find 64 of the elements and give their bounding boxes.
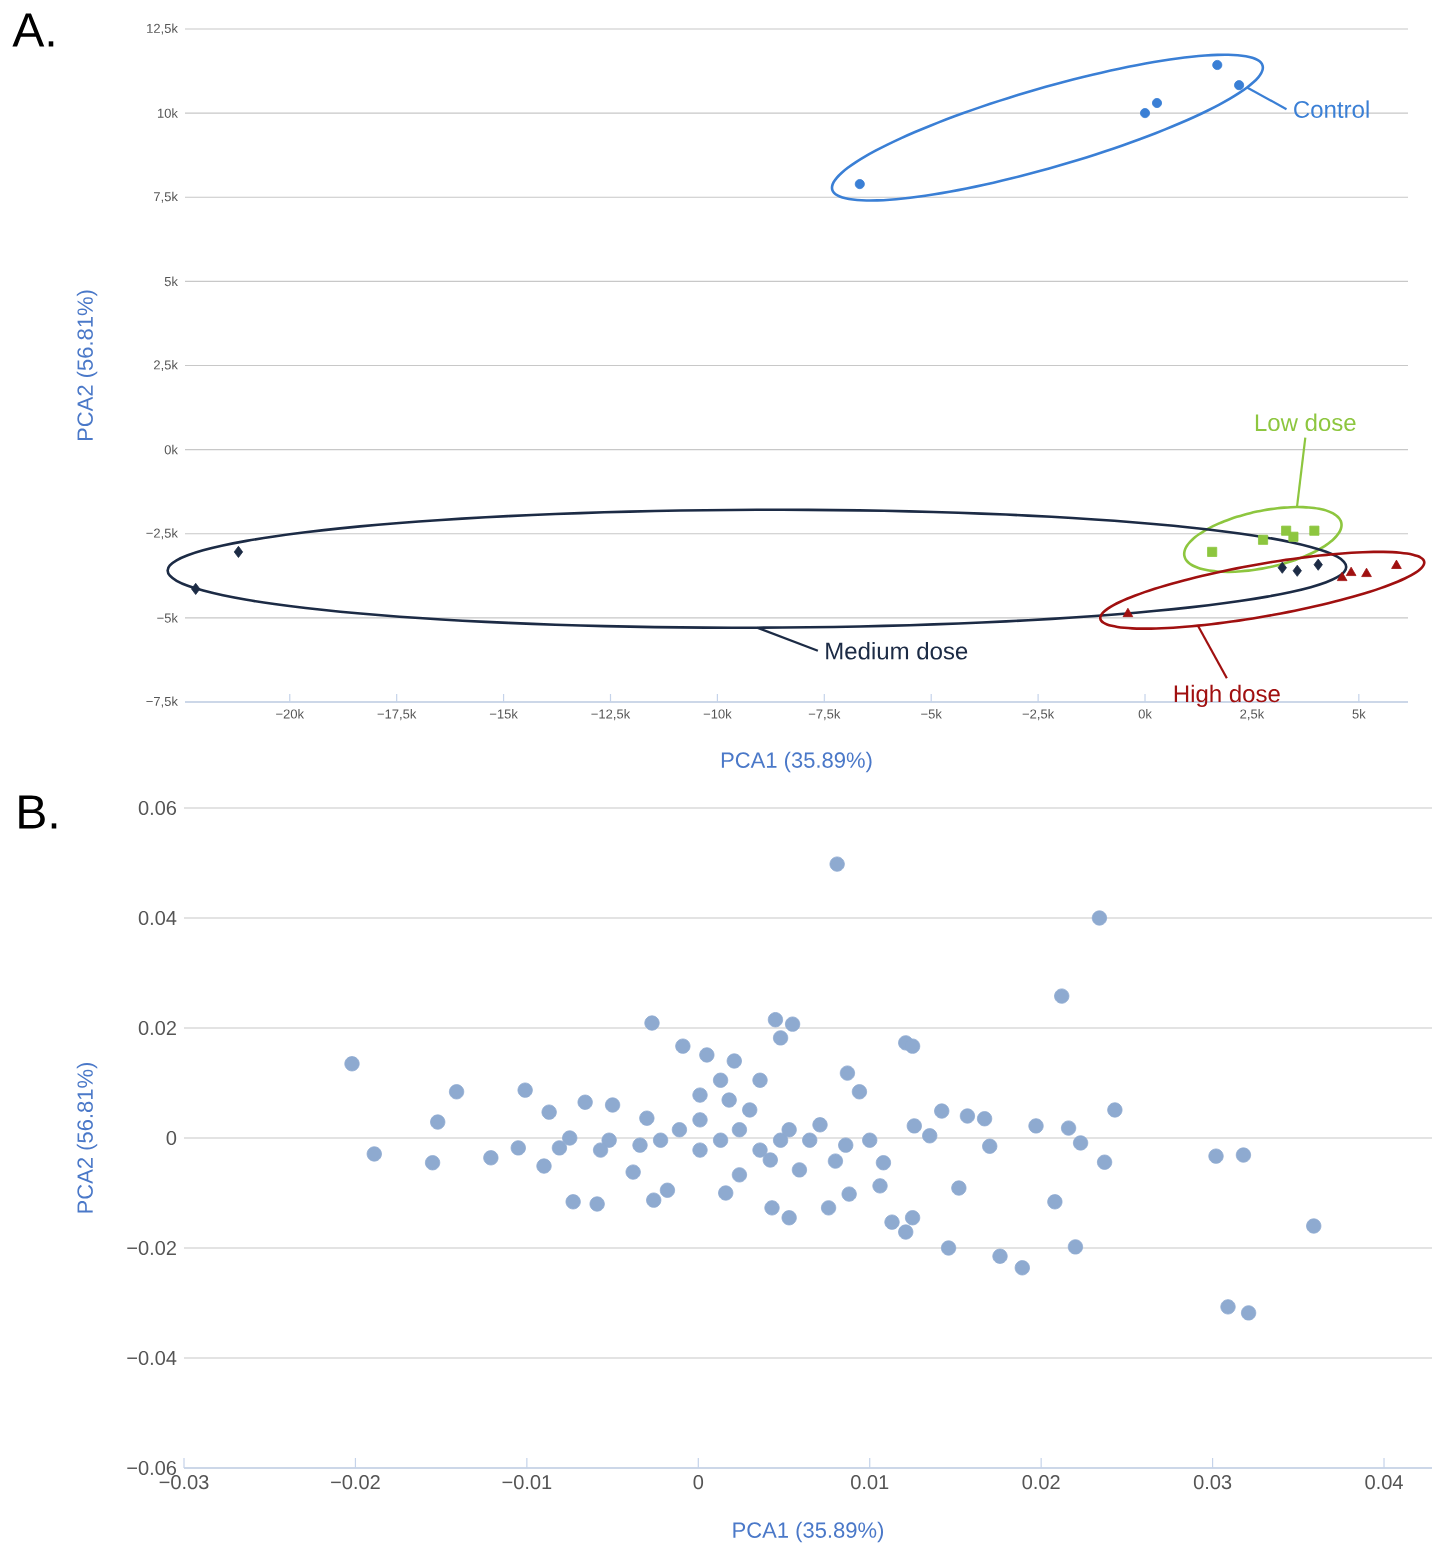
x-tick-label: −0.01 xyxy=(502,1475,552,1490)
y-tick-label: −7,5k xyxy=(146,696,178,708)
point xyxy=(1288,531,1299,542)
point xyxy=(1140,108,1151,119)
x-axis-title: PCA1 (35.89%) xyxy=(721,751,872,773)
point xyxy=(1234,80,1245,91)
point xyxy=(1258,534,1269,545)
point xyxy=(233,545,244,558)
x-tick-label: −0.02 xyxy=(331,1475,380,1490)
text: Low dose xyxy=(1255,413,1356,432)
point xyxy=(1292,564,1302,577)
y-tick-label: 0.04 xyxy=(138,910,177,926)
point xyxy=(1336,571,1348,582)
point xyxy=(1313,558,1323,571)
y-tick-label: 0.06 xyxy=(138,800,177,816)
legend-label: Medium dose xyxy=(826,641,968,660)
x-tick-label: 0k xyxy=(1138,709,1152,719)
x-tick-label: −2,5k xyxy=(1022,709,1055,721)
x-tick-label: −5k xyxy=(921,709,942,719)
y-tick-label: −0.06 xyxy=(127,1460,177,1476)
point xyxy=(1122,607,1134,618)
y-tick-label: 7,5k xyxy=(154,191,178,203)
point xyxy=(1391,559,1402,569)
x-tick-label: −7,5k xyxy=(808,709,841,721)
x-axis-title: PCA1 (35.89%) xyxy=(733,1521,884,1543)
y-tick-label: −0.02 xyxy=(127,1240,176,1256)
x-tick-label: 0.02 xyxy=(1022,1475,1060,1490)
point xyxy=(1361,567,1372,577)
point xyxy=(1207,546,1218,557)
point xyxy=(1277,561,1287,574)
point xyxy=(191,582,201,595)
y-tick-label: 2,5k xyxy=(154,359,178,372)
y-axis-title: PCA2 (56.81%) xyxy=(76,1062,98,1213)
text: A. xyxy=(12,13,54,47)
x-tick-label: 0.03 xyxy=(1193,1475,1232,1490)
y-tick-label: −0.04 xyxy=(127,1350,177,1366)
text: High dose xyxy=(1174,684,1280,708)
x-tick-label: 0 xyxy=(693,1475,704,1490)
y-tick-label: 0k xyxy=(164,444,178,455)
y-tick-label: 0.02 xyxy=(138,1020,176,1036)
point xyxy=(1152,98,1162,109)
x-tick-label: −17,5k xyxy=(377,709,417,721)
y-tick-label: −2,5k xyxy=(146,528,178,540)
legend-label: Control xyxy=(1294,100,1369,118)
x-tick-label: −0.03 xyxy=(159,1475,209,1490)
point xyxy=(1345,566,1357,576)
x-tick-label: −12,5k xyxy=(591,709,631,721)
y-axis-title: PCA2 (56.81%) xyxy=(76,290,98,441)
text: B. xyxy=(19,795,57,829)
point xyxy=(1212,59,1223,70)
y-tick-label: 5k xyxy=(164,276,178,287)
x-tick-label: −15k xyxy=(489,709,518,719)
x-tick-label: 2,5k xyxy=(1240,709,1265,721)
point xyxy=(854,179,865,190)
x-tick-label: 0.01 xyxy=(851,1475,889,1490)
x-tick-label: 0.04 xyxy=(1365,1475,1403,1490)
x-tick-label: −10k xyxy=(703,709,732,719)
point xyxy=(1309,525,1320,536)
x-tick-label: −20k xyxy=(276,709,305,719)
y-tick-label: 0 xyxy=(166,1130,177,1146)
y-tick-label: 12,5k xyxy=(147,23,178,35)
x-tick-label: 5k xyxy=(1352,709,1366,719)
y-tick-label: −5k xyxy=(157,613,178,623)
y-tick-label: 10k xyxy=(157,108,178,118)
